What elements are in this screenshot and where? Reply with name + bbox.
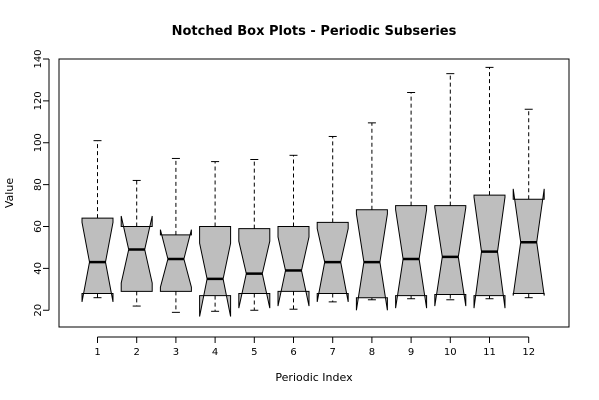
x-tick-label: 9 <box>408 347 414 358</box>
plot-frame <box>58 58 570 328</box>
x-tick-label: 5 <box>251 347 257 358</box>
y-tick-label: 20 <box>33 304 44 317</box>
x-tick-label: 12 <box>522 347 535 358</box>
boxes-group <box>81 66 545 317</box>
box-6 <box>277 226 310 307</box>
x-tick-label: 6 <box>290 347 296 358</box>
x-tick-label: 10 <box>444 347 457 358</box>
box-2 <box>120 215 153 292</box>
x-tick-label: 4 <box>212 347 218 358</box>
box-3 <box>159 229 192 292</box>
box-9 <box>395 205 428 309</box>
box-4 <box>199 226 232 317</box>
box-5 <box>238 228 271 309</box>
x-tick-label: 7 <box>330 347 336 358</box>
x-axis: 1 2 3 4 5 6 7 8 9 10 11 12 <box>94 336 535 358</box>
x-tick-label: 3 <box>173 347 179 358</box>
y-tick-label: 60 <box>33 220 44 233</box>
y-tick-label: 120 <box>33 91 44 110</box>
box-8 <box>355 209 388 311</box>
y-tick-label: 140 <box>33 49 44 68</box>
y-axis-label: Value <box>3 178 16 208</box>
chart-title: Notched Box Plots - Periodic Subseries <box>172 24 457 39</box>
x-tick-label: 11 <box>483 347 496 358</box>
y-tick-label: 40 <box>33 262 44 275</box>
y-tick-label: 100 <box>33 133 44 152</box>
x-tick-label: 2 <box>134 347 140 358</box>
box-1 <box>81 217 114 302</box>
x-axis-label: Periodic Index <box>275 371 353 384</box>
x-tick-label: 8 <box>369 347 375 358</box>
y-axis: 20 40 60 80 100 120 140 <box>33 49 50 317</box>
x-tick-label: 1 <box>94 347 100 358</box>
y-tick-label: 80 <box>33 178 44 191</box>
